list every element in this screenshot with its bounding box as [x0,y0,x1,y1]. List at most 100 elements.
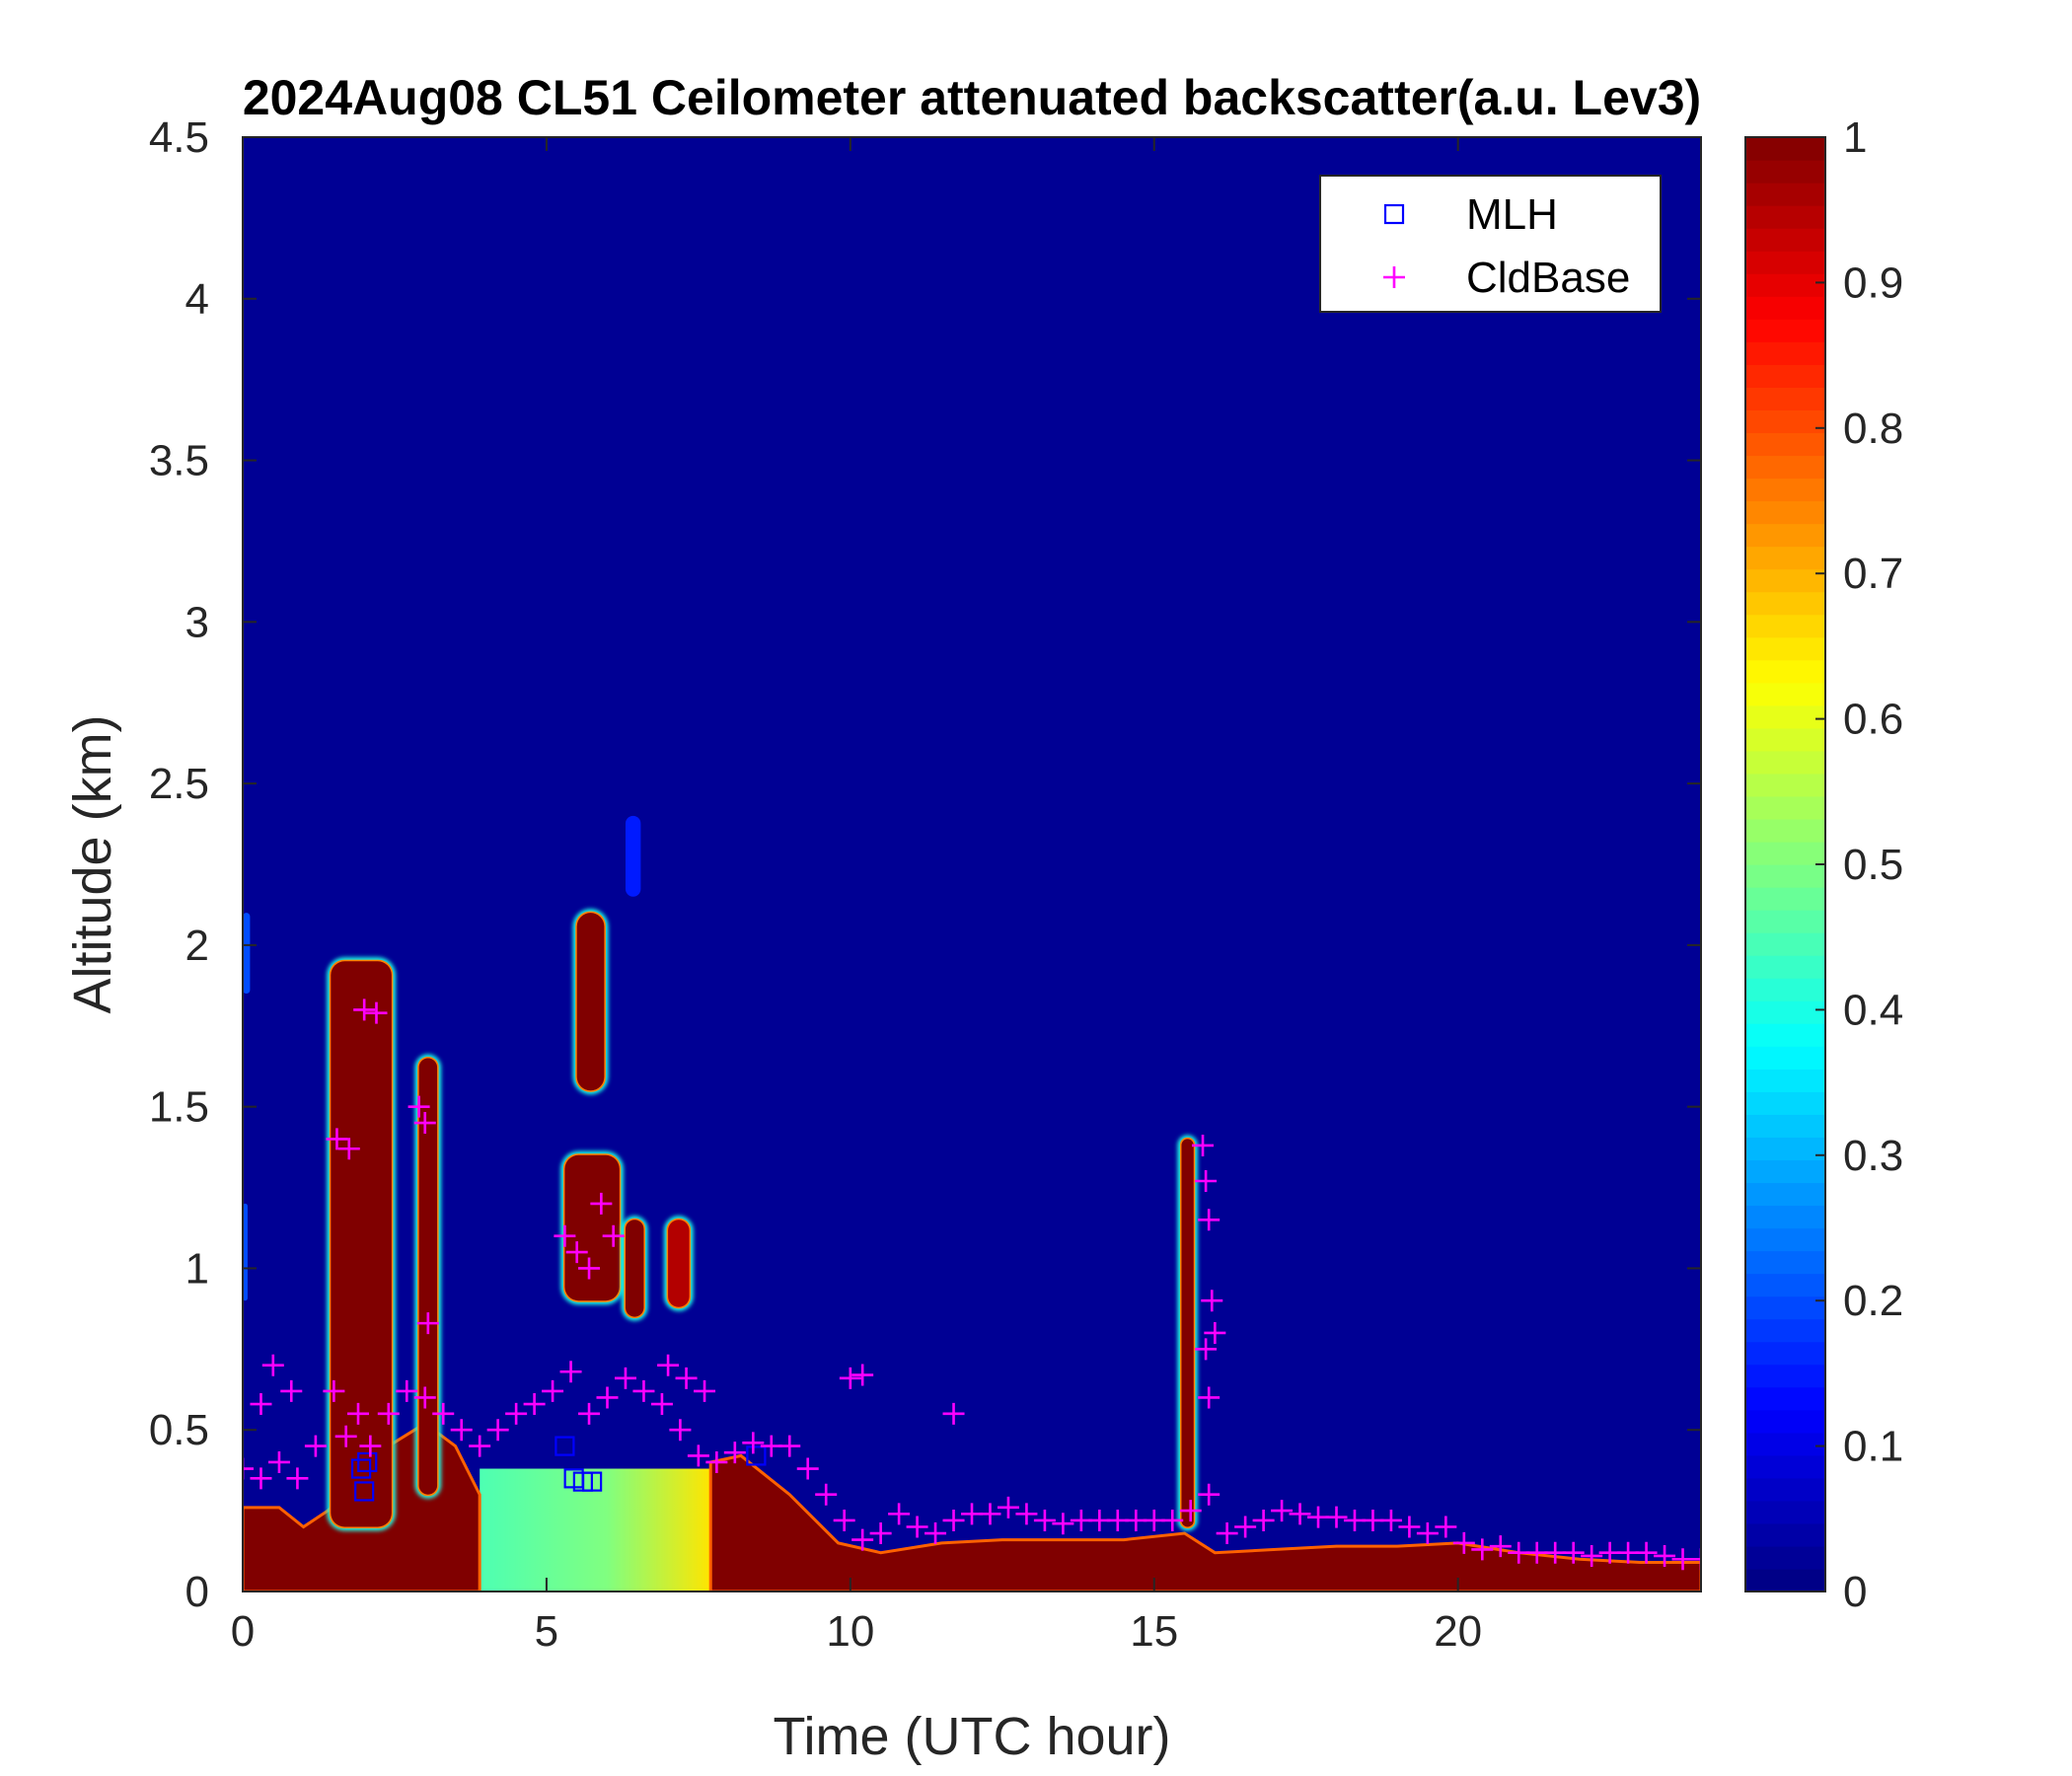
cldbase-marker [1143,1509,1165,1531]
cldbase-marker [1204,1321,1226,1344]
cldbase-marker [359,1435,382,1457]
colorbar-segment [1745,183,1825,206]
colorbar-segment [1745,591,1825,616]
cldbase-marker [565,1241,588,1264]
cldbase-marker [1435,1516,1457,1538]
colorbar-segment [1745,1091,1825,1115]
cldbase-marker [705,1450,728,1473]
y-axis: 0 0.5 1 1.5 2 2.5 3 3.5 4 4.5 [149,113,1701,1616]
colorbar-segment [1745,682,1825,706]
cldbase-marker [675,1367,698,1389]
cldbase-marker [486,1419,509,1442]
cldbase-marker [796,1457,819,1480]
cldbase-marker [1671,1548,1694,1571]
x-tick-label: 0 [231,1607,255,1656]
cldbase-marker [1617,1541,1640,1564]
colorbar-segment [1745,1137,1825,1161]
cldbase-marker [554,1224,576,1247]
cldbase-marker [542,1379,564,1402]
colorbar-tick-label: 0.7 [1843,550,1903,598]
colorbar-tick-label: 0.6 [1843,696,1903,744]
low-signal-region [480,1468,711,1591]
cldbase-marker [723,1442,746,1464]
colorbar-segment [1745,1069,1825,1092]
cldbase-marker [1234,1516,1257,1538]
colorbar-segment [1745,1159,1825,1184]
cldbase-marker [505,1402,528,1425]
backscatter-feature [668,1220,690,1307]
cldbase-marker [687,1444,709,1467]
colorbar-segment [1745,455,1825,480]
colorbar-segment [1745,932,1825,956]
cldbase-marker [1343,1509,1366,1531]
legend-entry-label: CldBase [1466,254,1630,302]
backscatter-feature [418,1058,438,1495]
cldbase-marker [742,1432,765,1454]
cldbase-marker [1508,1541,1530,1564]
colorbar-segment [1745,1500,1825,1524]
y-axis-label: Altitude (km) [63,714,122,1013]
cldbase-marker [778,1435,801,1457]
colorbar-tick-label: 0.4 [1843,986,1903,1034]
y-tick-label: 4.5 [149,113,209,162]
colorbar-segment [1745,137,1825,161]
cldbase-marker [1070,1509,1092,1531]
chart-title: 2024Aug08 CL51 Ceilometer attenuated bac… [243,70,1701,125]
cldbase-marker [261,1354,284,1376]
cldbase-marker [632,1379,655,1402]
cldbase-marker [1106,1509,1129,1531]
cldbase-marker [1125,1509,1147,1531]
x-tick-label: 10 [826,1607,874,1656]
mlh-marker [582,1471,603,1492]
colorbar-segment [1745,1318,1825,1343]
cldbase-marker [377,1402,400,1425]
colorbar-segment [1745,568,1825,593]
cldbase-marker [614,1367,636,1389]
colorbar-segment [1745,1023,1825,1047]
cldbase-marker [1195,1170,1218,1192]
cldbase-marker [1201,1290,1223,1312]
backscatter-feature [243,913,251,995]
cldbase-marker [942,1402,965,1425]
colorbar-segment [1745,1250,1825,1275]
colorbar-segment [1745,1114,1825,1138]
colorbar-segment [1745,1205,1825,1229]
colorbar-segment [1745,273,1825,297]
legend-square-icon [1383,203,1405,225]
colorbar-segment [1745,1182,1825,1207]
colorbar-tick-label: 0.3 [1843,1132,1903,1180]
mlh-marker [350,1458,372,1479]
colorbar-segment [1745,546,1825,570]
cldbase-marker [1562,1541,1585,1564]
x-tick-label: 15 [1130,1607,1178,1656]
colorbar-tick-label: 1 [1843,113,1867,162]
cldbase-marker [365,1001,388,1024]
cldbase-marker [833,1509,855,1531]
colorbar-segment [1745,750,1825,775]
cldbase-marker [396,1379,418,1402]
cldbase-marker [578,1402,601,1425]
y-tick-label: 1 [185,1244,209,1293]
colorbar-segment [1745,1000,1825,1024]
colorbar-segment [1745,409,1825,434]
cldbase-marker [694,1379,716,1402]
cldbase-marker [997,1496,1019,1518]
mlh-marker [555,1436,575,1456]
cldbase-marker [1052,1513,1074,1535]
colorbar-segment [1745,1409,1825,1434]
cldbase-marker [323,1379,345,1402]
cldbase-marker [1690,1548,1701,1571]
cldbase-marker [347,1402,370,1425]
cldbase-marker [267,1450,290,1473]
cldbase-marker [1179,1500,1202,1522]
cldbase-marker [669,1419,692,1442]
colorbar-segment [1745,1545,1825,1570]
heatmap-background [243,137,1701,1591]
colorbar-segment [1745,636,1825,661]
cldbase-marker [851,1364,874,1386]
cldbase-marker [416,1312,439,1335]
cldbase-marker [250,1393,272,1416]
cldbase-marker [1544,1541,1567,1564]
cldbase-marker [851,1528,874,1551]
cldbase-marker [888,1503,911,1525]
